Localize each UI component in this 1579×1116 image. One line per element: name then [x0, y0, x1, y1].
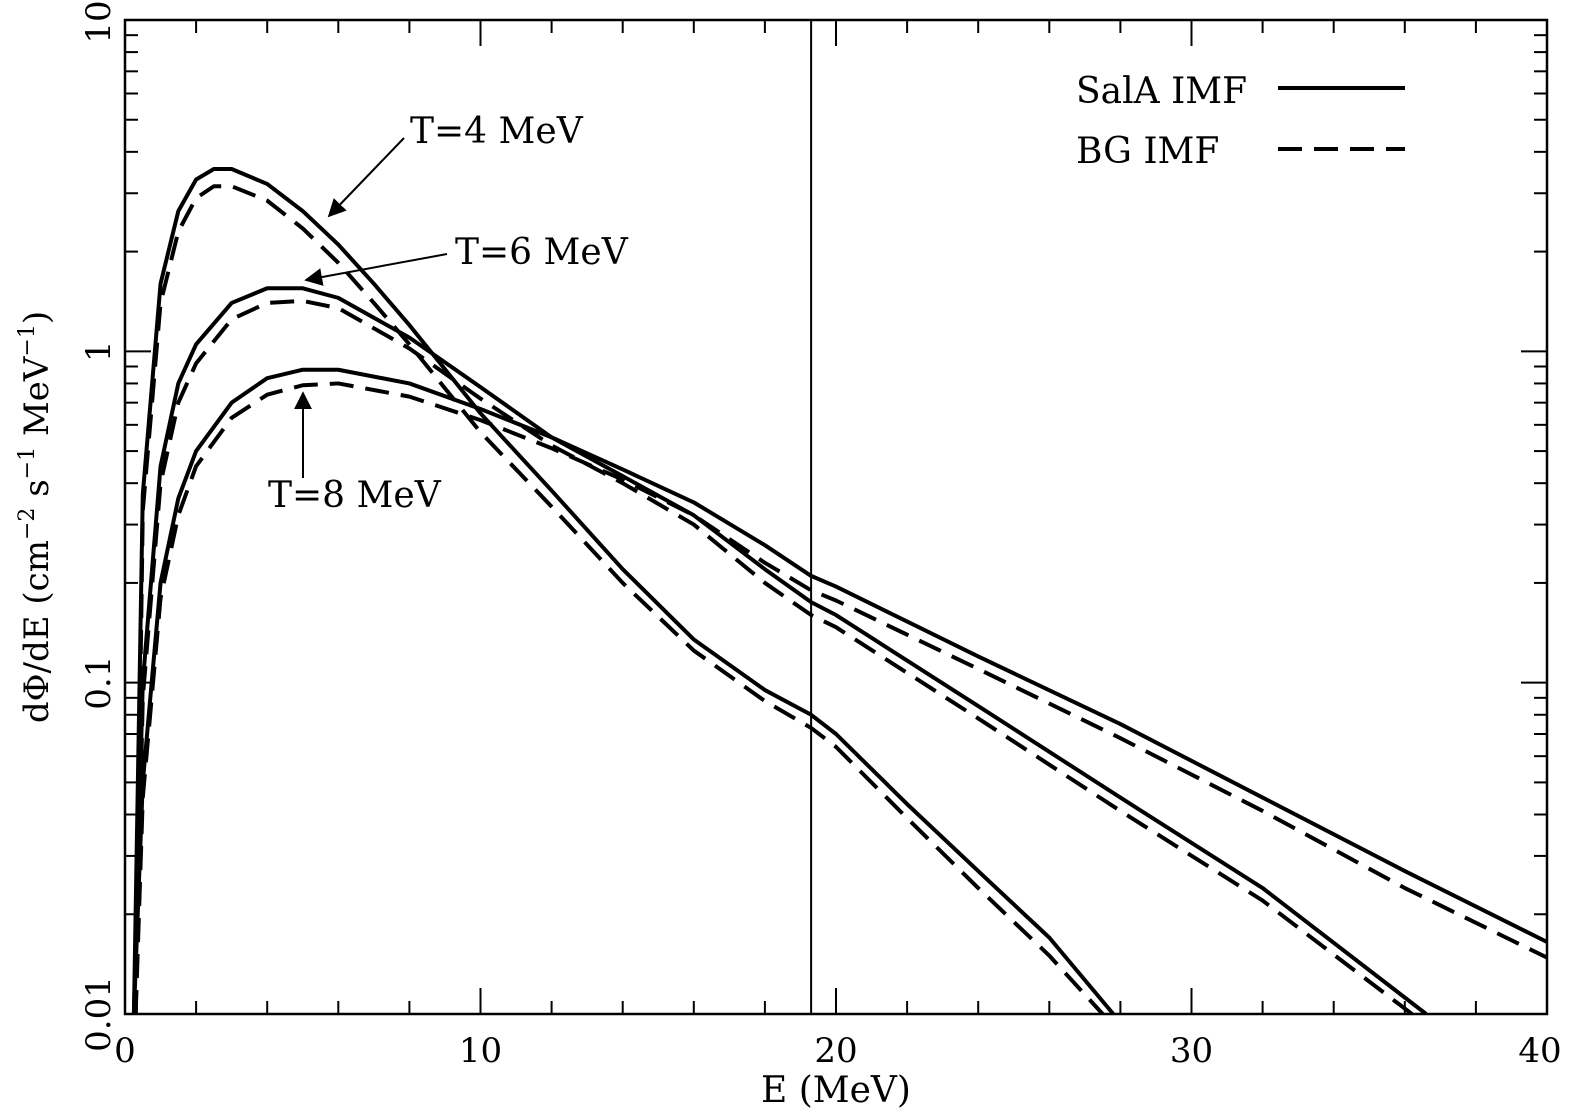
annotation-label-t8: T=8 MeV	[268, 475, 442, 516]
series-line-0	[131, 167, 1115, 1014]
series-line-1	[133, 184, 1105, 1014]
series-line-4	[131, 367, 1547, 1014]
series-line-3	[133, 298, 1414, 1014]
y-tick-label-10: 10	[79, 0, 119, 43]
y-tick-label-0.01: 0.01	[79, 976, 119, 1052]
plot-frame	[123, 18, 1549, 1016]
x-tick-label-40: 40	[1518, 1031, 1561, 1071]
x-tick-label-30: 30	[1170, 1031, 1213, 1071]
legend-label-bg: BG IMF	[1076, 131, 1219, 172]
annotation-t6: T=6 MeV	[304, 232, 629, 286]
annotation-t4: T=4 MeV	[327, 111, 584, 218]
series-line-2	[131, 286, 1428, 1014]
annotation-arrow-t6	[304, 253, 448, 286]
y-tick-label-1: 1	[79, 340, 119, 362]
data-series	[131, 167, 1547, 1014]
y-tick-label-0.1: 0.1	[79, 656, 119, 710]
annotation-label-t4: T=4 MeV	[410, 111, 584, 152]
legend: SalA IMF BG IMF	[1076, 71, 1405, 172]
series-line-5	[133, 381, 1547, 1014]
x-axis-label: E (MeV)	[761, 1070, 911, 1111]
x-tick-label-10: 10	[459, 1031, 502, 1071]
annotation-t8: T=8 MeV	[268, 391, 442, 516]
legend-label-sala: SalA IMF	[1076, 71, 1247, 112]
annotation-label-t6: T=6 MeV	[455, 232, 629, 273]
annotation-arrow-t4	[327, 137, 405, 218]
axis-ticks	[124, 19, 1548, 1015]
y-axis-label: dΦ/dE (cm−2 s−1 MeV−1)	[15, 311, 57, 723]
x-tick-label-20: 20	[814, 1031, 857, 1071]
x-tick-label-0: 0	[114, 1031, 136, 1071]
